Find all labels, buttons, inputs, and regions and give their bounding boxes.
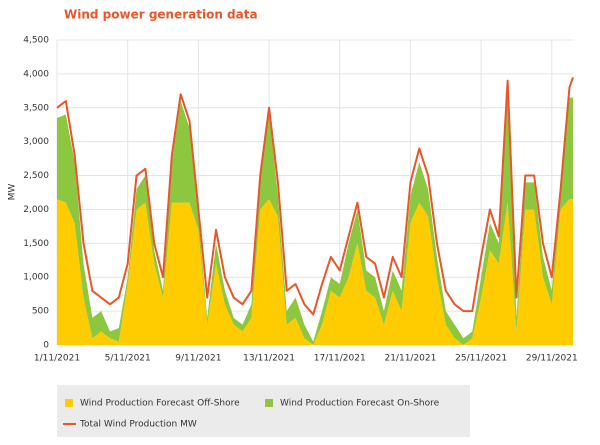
y-tick-label: 4,500 — [23, 36, 49, 46]
y-tick-label: 1,500 — [23, 239, 49, 249]
line — [56, 76, 574, 316]
area — [57, 199, 573, 345]
y-tick-label: 4,000 — [23, 69, 49, 79]
x-tick-label: 1/11/2021 — [34, 354, 80, 364]
x-tick-label: 13/11/2021 — [243, 354, 295, 364]
y-tick-label: 0 — [43, 341, 49, 351]
y-tick-label: 3,500 — [23, 103, 49, 113]
x-tick-label: 21/11/2021 — [384, 354, 436, 364]
area — [57, 94, 573, 345]
x-tick-label: 9/11/2021 — [175, 354, 221, 364]
y-tick-label: 1,000 — [23, 273, 49, 283]
legend-swatch — [65, 399, 73, 407]
y-tick-label: 2,000 — [23, 205, 49, 215]
x-tick-label: 5/11/2021 — [105, 354, 151, 364]
legend-swatch — [265, 399, 273, 407]
legend-box — [57, 385, 470, 437]
y-tick-label: 500 — [32, 307, 49, 317]
x-tick-label: 25/11/2021 — [455, 354, 507, 364]
legend-label: Total Wind Production MW — [79, 420, 197, 430]
legend-label: Wind Production Forecast Off-Shore — [80, 399, 240, 409]
y-tick-label: 3,000 — [23, 137, 49, 147]
x-tick-label: 17/11/2021 — [314, 354, 366, 364]
x-tick-label: 29/11/2021 — [526, 354, 578, 364]
y-axis-label: MW — [8, 184, 18, 201]
legend-label: Wind Production Forecast On-Shore — [280, 399, 440, 409]
y-tick-label: 2,500 — [23, 171, 49, 181]
chart-title: Wind power generation data — [64, 8, 258, 22]
